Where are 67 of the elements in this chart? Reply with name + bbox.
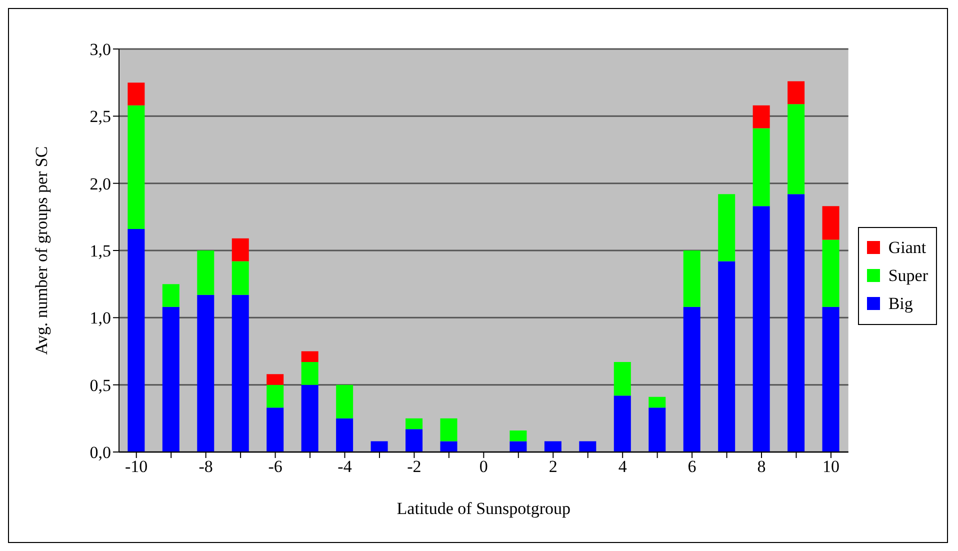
bar — [128, 82, 145, 106]
bar — [752, 206, 770, 452]
x-tick-label: 10 — [822, 457, 840, 476]
bar — [788, 104, 805, 194]
bar — [683, 306, 700, 452]
x-tick-label: 8 — [757, 457, 766, 476]
bar — [648, 396, 666, 408]
bar — [544, 441, 562, 452]
x-axis-title: Latitude of Sunspotgroup — [396, 499, 571, 518]
x-tick-label: -10 — [125, 457, 148, 476]
x-tick-label: -2 — [407, 457, 422, 476]
bar — [301, 384, 318, 452]
y-tick-label: 2,5 — [90, 107, 111, 126]
bar — [440, 441, 458, 452]
bar — [162, 284, 180, 307]
bar — [822, 206, 840, 240]
legend-label: Big — [888, 294, 913, 314]
bar — [197, 294, 214, 452]
y-tick-label: 0,5 — [90, 376, 111, 395]
bar — [197, 250, 214, 295]
bar — [266, 384, 284, 408]
legend-label: Giant — [888, 238, 926, 258]
y-tick-label: 0,0 — [90, 443, 111, 462]
bar — [406, 418, 423, 430]
bar — [336, 418, 354, 452]
bar — [406, 429, 423, 452]
bar — [683, 250, 700, 307]
bar — [162, 306, 180, 452]
bar — [752, 128, 770, 206]
bar — [266, 408, 284, 452]
bar — [440, 418, 458, 442]
bar — [788, 81, 805, 104]
bar — [232, 261, 249, 295]
bar — [718, 194, 736, 262]
bar — [510, 430, 527, 442]
bar — [232, 294, 249, 452]
bar — [301, 351, 318, 362]
bar — [822, 240, 840, 307]
x-tick-label: 6 — [688, 457, 696, 476]
bar — [614, 362, 631, 396]
x-tick-label: 2 — [548, 457, 558, 476]
x-tick-label: 4 — [618, 457, 628, 476]
bar — [232, 238, 249, 262]
bar — [614, 396, 631, 452]
bar — [266, 374, 284, 385]
x-tick-label: -8 — [198, 457, 213, 476]
bar — [579, 441, 596, 452]
y-tick-label: 1,0 — [90, 308, 111, 328]
bar — [822, 306, 840, 452]
x-tick-label: -4 — [338, 457, 352, 476]
bar — [788, 194, 805, 452]
y-tick-label: 2,0 — [90, 174, 111, 194]
bar — [301, 362, 318, 385]
bar — [752, 105, 770, 128]
x-tick-label: -6 — [268, 457, 282, 476]
bar — [718, 261, 736, 452]
bar — [128, 105, 145, 230]
y-tick-label: 1,5 — [90, 242, 111, 261]
x-tick-label: 0 — [479, 457, 488, 476]
bar — [648, 408, 666, 452]
bar — [336, 384, 354, 418]
y-axis-title: Avg. number of groups per SC — [32, 146, 52, 355]
y-tick-label: 3,0 — [90, 40, 111, 60]
bar — [128, 229, 145, 452]
bar — [370, 441, 388, 452]
bar — [510, 441, 527, 452]
legend-label: Super — [888, 266, 928, 286]
